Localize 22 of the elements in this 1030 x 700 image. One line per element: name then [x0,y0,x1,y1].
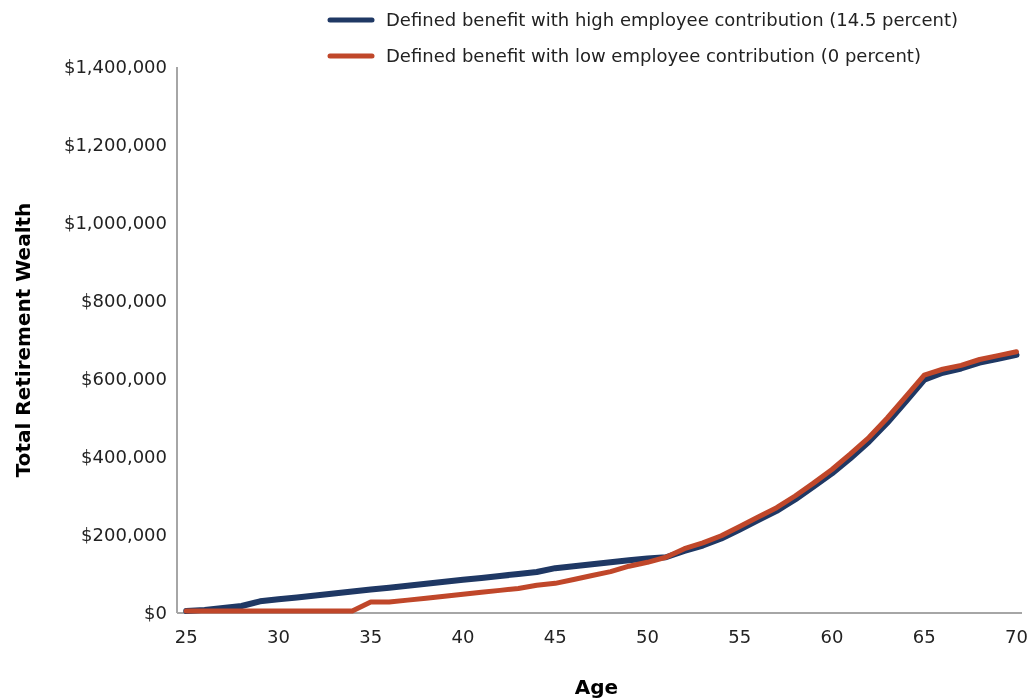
x-tick-label: 60 [820,626,844,647]
x-tick-label: 45 [543,626,567,647]
x-tick-label: 25 [174,626,198,647]
y-axis-title: Total Retirement Wealth [11,202,35,478]
y-tick-label: $800,000 [81,290,167,312]
x-tick-label: 35 [359,626,383,647]
y-tick-label: $0 [144,602,167,624]
legend-label: Defined benefit with low employee contribution (0 percent) [386,45,921,67]
legend-label: Defined benefit with high employee contribution (14.5 percent) [386,9,959,31]
x-tick-label: 50 [636,626,659,647]
y-tick-label: $1,400,000 [63,56,167,78]
x-tick-label: 30 [267,626,290,647]
y-tick-label: $400,000 [81,446,167,468]
y-tick-label: $1,000,000 [63,212,167,234]
x-tick-label: 70 [1005,626,1028,647]
x-tick-label: 55 [728,626,752,647]
x-tick-label: 65 [912,626,936,647]
x-axis-title: Age [574,675,619,699]
y-tick-label: $1,200,000 [63,134,167,156]
y-tick-label: $600,000 [81,368,167,390]
x-tick-label: 40 [451,626,475,647]
y-tick-label: $200,000 [81,524,167,546]
